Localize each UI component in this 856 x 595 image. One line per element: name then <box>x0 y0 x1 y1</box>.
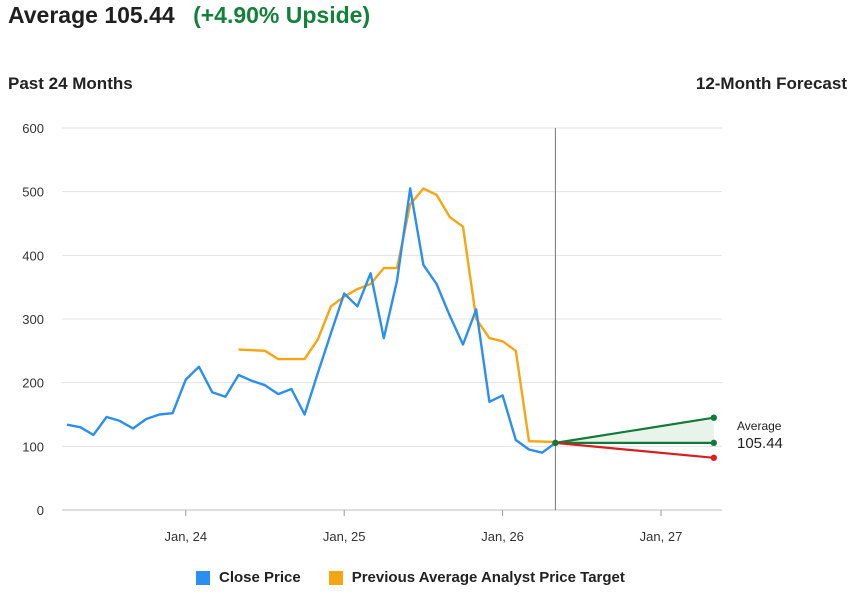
legend-label-analyst-target: Previous Average Analyst Price Target <box>351 569 625 586</box>
legend-label-close-price: Close Price <box>219 569 301 586</box>
y-tick-label-400: 400 <box>22 248 44 263</box>
forecast-point-low <box>710 454 717 461</box>
average-price-target: Average 105.44 <box>8 2 175 28</box>
x-tick-label-0: Jan, 24 <box>164 529 207 544</box>
forecast-group <box>554 128 717 510</box>
headline: Average 105.44 (+4.90% Upside) <box>8 2 370 29</box>
y-tick-label-100: 100 <box>22 439 44 454</box>
y-tick-label-500: 500 <box>22 185 44 200</box>
close-price-line <box>66 187 557 454</box>
forecast-average-label: Average <box>737 419 782 433</box>
chart-grid <box>62 127 722 511</box>
y-tick-label-600: 600 <box>22 121 44 136</box>
forecast-average-value: 105.44 <box>737 435 783 452</box>
x-tick-label-3: Jan, 27 <box>640 529 683 544</box>
x-axis-ticks: Jan, 24 Jan, 25 Jan, 26 Jan, 27 <box>164 510 682 544</box>
forecast-point-high <box>710 414 717 421</box>
legend-swatch-analyst-target <box>328 570 343 585</box>
y-tick-label-300: 300 <box>22 312 44 327</box>
legend-item-close-price[interactable]: Close Price <box>196 569 301 586</box>
legend-item-analyst-target[interactable]: Previous Average Analyst Price Target <box>328 569 625 586</box>
legend-swatch-close-price <box>196 570 210 585</box>
y-tick-label-200: 200 <box>22 376 44 391</box>
upside-percentage: (+4.90% Upside) <box>193 2 371 28</box>
y-axis-ticks: 0 100 200 300 400 500 600 <box>22 121 44 518</box>
x-tick-label-2: Jan, 26 <box>481 529 524 544</box>
forecast-point-average <box>710 439 717 447</box>
forecast-line-high <box>555 416 714 444</box>
analyst-target-line <box>238 187 556 444</box>
forecast-period-caption: 12-Month Forecast <box>695 74 847 93</box>
forecast-line-low <box>555 441 714 459</box>
chart-legend: Close Price Previous Average Analyst Pri… <box>196 569 653 586</box>
x-tick-label-1: Jan, 25 <box>323 529 366 544</box>
past-period-caption: Past 24 Months <box>8 74 133 93</box>
y-tick-label-0: 0 <box>37 503 44 518</box>
forecast-start-point <box>552 439 559 447</box>
series-group <box>66 187 559 454</box>
